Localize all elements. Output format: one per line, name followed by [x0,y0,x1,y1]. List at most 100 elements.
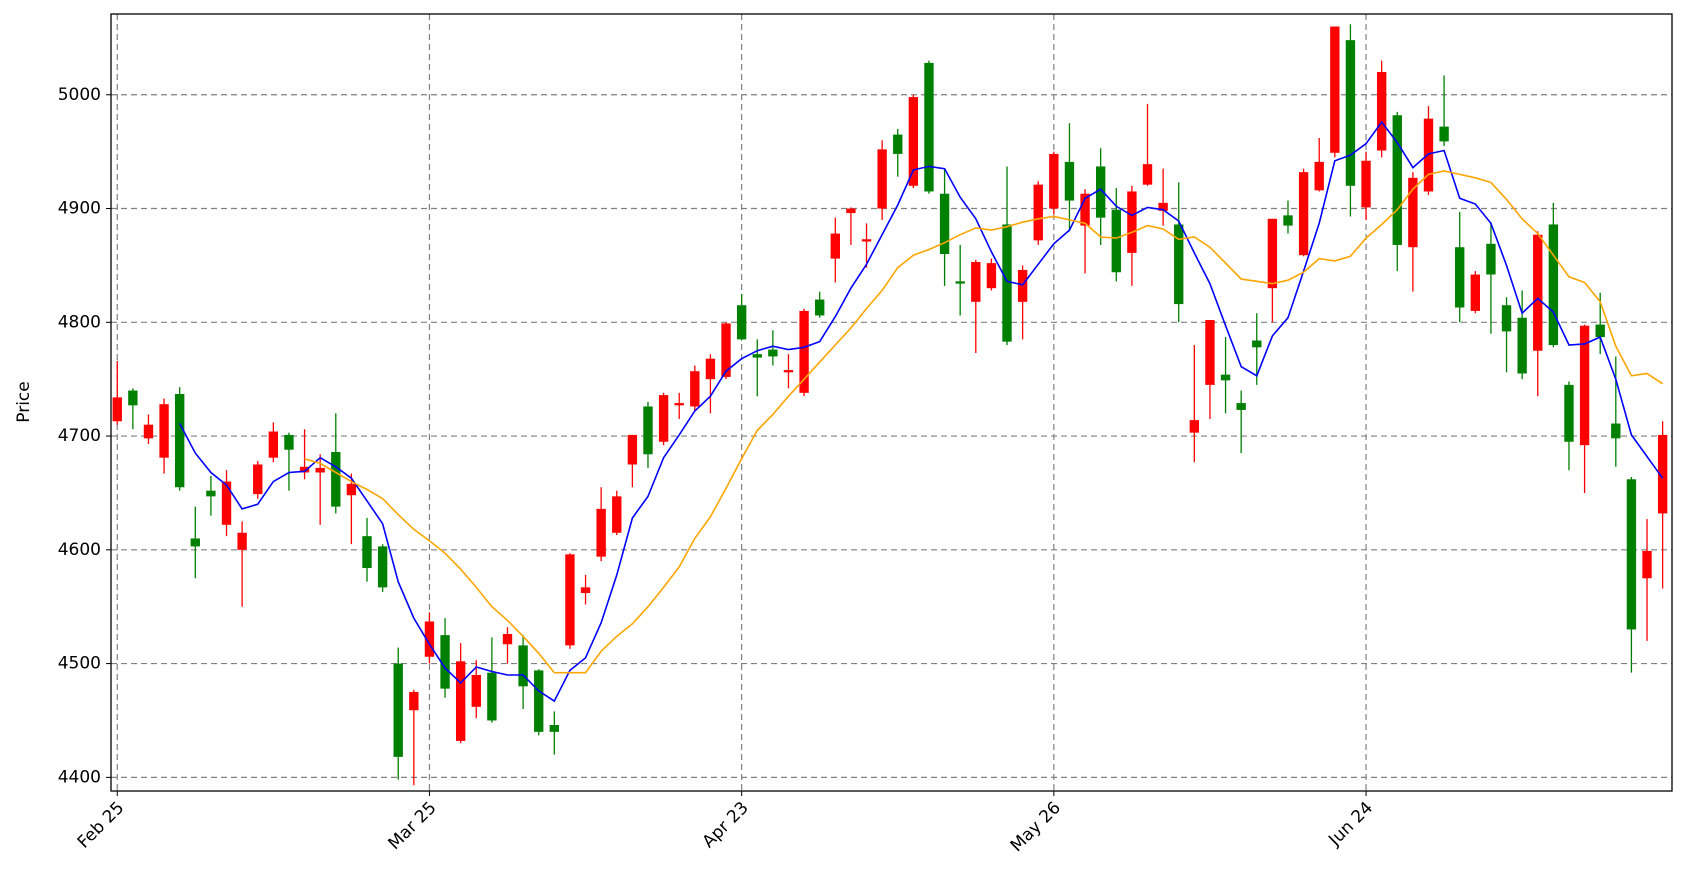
candle-body [1236,403,1246,410]
candle-body [596,508,606,557]
candle-body [190,538,200,547]
candle-body [1174,224,1184,305]
candle-body [815,299,825,316]
candle-body [1501,305,1512,332]
candle-body [846,208,856,214]
candle-body [893,134,903,154]
candle-body [924,62,934,192]
candle-body [1595,324,1605,338]
candle-body [237,532,247,550]
x-tick-label: Mar 25 [385,798,441,854]
candle-body [1267,218,1278,289]
candle-body [112,397,122,422]
x-tick-label: Apr 23 [699,798,753,852]
candle-body [299,466,310,473]
candle-body [565,554,575,646]
y-tick-label: 5000 [58,85,101,105]
candle-body [409,692,419,711]
candle-body [1033,184,1043,241]
candle-body [1017,269,1028,302]
candle-body [206,490,216,497]
y-tick-label: 4900 [58,199,101,219]
candle-body [1548,224,1559,346]
candle-body [315,467,325,473]
candle-body [487,672,497,721]
candle-body [1049,153,1059,209]
y-tick-label: 4700 [58,426,101,446]
candle-body [1376,72,1387,151]
candle-body [175,393,185,488]
candle-body [674,403,684,406]
candle-body [1002,224,1012,342]
candle-body [721,323,731,377]
candle-body [939,193,950,255]
candle-body [1111,209,1121,273]
candle-body [1064,161,1075,201]
candle-body [253,464,263,495]
moving-average-line [304,170,1664,674]
plot-frame [110,13,1673,792]
candle-body [1657,434,1668,514]
candle-body [1158,202,1168,211]
candle-body [1283,215,1293,226]
candle-body [455,661,466,741]
candle-body [908,97,919,186]
candle-body [1439,126,1449,142]
candle-body [1455,247,1465,308]
candle-body [1470,274,1480,311]
y-tick-label: 4400 [58,767,101,787]
candle-body [1142,164,1153,185]
candle-body [690,371,700,407]
candle-body [627,434,638,465]
candle-body [768,349,778,357]
candle-body [377,546,388,588]
candle-body [580,587,591,594]
x-tick-label: Feb 25 [74,798,129,853]
candle-body [1361,160,1371,208]
candle-body [1127,191,1137,253]
candle-body [799,310,809,393]
candle-body [643,406,653,455]
candle-body [221,481,232,525]
candle-body [159,404,169,458]
candle-body [518,645,528,687]
candle-body [534,670,544,732]
candle-body [268,431,279,458]
moving-average-line [178,120,1664,703]
candle-body [1408,177,1418,248]
candle-body [612,496,622,533]
candle-body [1533,234,1543,351]
candle-body [1330,26,1340,153]
candle-body [1095,166,1106,218]
candle-body [1564,384,1574,442]
candle-body [1220,374,1231,381]
candle-body [752,354,762,358]
candle-body [1189,420,1200,433]
candle-body [1314,161,1324,191]
candle-body [1486,243,1496,275]
candle-body [346,483,357,496]
candle-body [861,239,872,242]
candle-body [1626,479,1637,630]
candle-body [502,634,513,645]
candle-body [424,621,435,657]
candle-body [1298,172,1309,256]
candle-body [1579,325,1590,446]
candle-body [658,395,669,442]
candle-body [783,370,794,373]
y-axis-label: Price [14,381,34,422]
candle-body [1517,317,1527,374]
candle-body [877,149,887,209]
candle-body [549,725,560,732]
y-tick-label: 4800 [58,312,101,332]
candle-body [705,358,716,380]
candle-body [1205,320,1215,385]
candle-body [1642,550,1652,579]
candle-body [971,262,981,302]
candle-body [362,536,372,569]
candle-body [284,434,294,450]
y-tick-label: 4600 [58,540,101,560]
candle-body [393,663,403,757]
candle-body [955,281,965,284]
